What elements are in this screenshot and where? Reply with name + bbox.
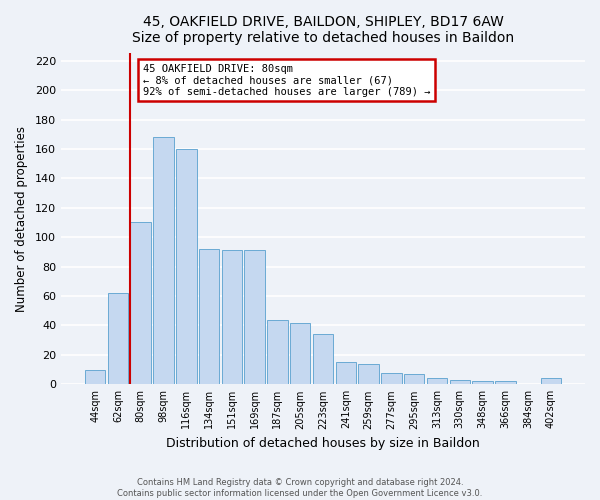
Bar <box>267 320 288 384</box>
Bar <box>199 249 220 384</box>
Bar <box>495 382 515 384</box>
Bar <box>221 250 242 384</box>
Bar <box>313 334 333 384</box>
Bar <box>85 370 106 384</box>
Text: 45 OAKFIELD DRIVE: 80sqm
← 8% of detached houses are smaller (67)
92% of semi-de: 45 OAKFIELD DRIVE: 80sqm ← 8% of detache… <box>143 64 430 97</box>
Bar <box>427 378 447 384</box>
Bar <box>335 362 356 384</box>
Bar <box>404 374 424 384</box>
Bar <box>541 378 561 384</box>
Y-axis label: Number of detached properties: Number of detached properties <box>15 126 28 312</box>
Bar <box>244 250 265 384</box>
Bar <box>130 222 151 384</box>
Bar <box>358 364 379 384</box>
Bar <box>290 322 310 384</box>
Bar <box>449 380 470 384</box>
Bar <box>381 372 401 384</box>
Text: Contains HM Land Registry data © Crown copyright and database right 2024.
Contai: Contains HM Land Registry data © Crown c… <box>118 478 482 498</box>
Bar <box>153 137 174 384</box>
Bar <box>472 382 493 384</box>
X-axis label: Distribution of detached houses by size in Baildon: Distribution of detached houses by size … <box>166 437 480 450</box>
Bar <box>176 149 197 384</box>
Bar <box>107 293 128 384</box>
Title: 45, OAKFIELD DRIVE, BAILDON, SHIPLEY, BD17 6AW
Size of property relative to deta: 45, OAKFIELD DRIVE, BAILDON, SHIPLEY, BD… <box>132 15 514 45</box>
